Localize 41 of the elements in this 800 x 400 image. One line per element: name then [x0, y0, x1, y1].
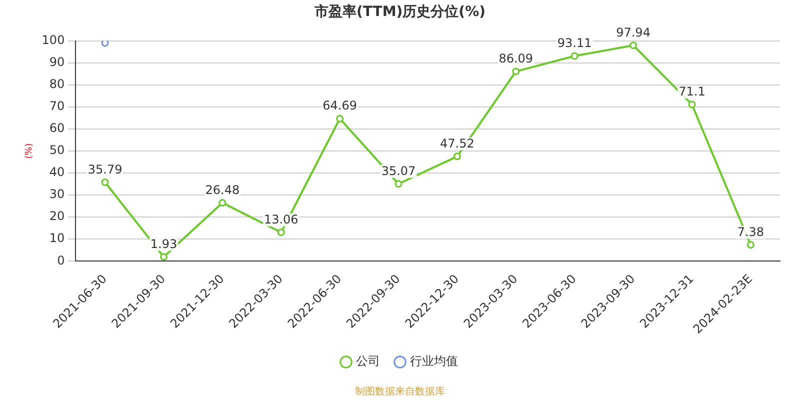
y-tick-label: 20	[49, 209, 65, 224]
point	[101, 40, 109, 47]
data-label: 13.06	[264, 212, 298, 226]
y-tick-label: 50	[49, 143, 65, 158]
data-label: 86.09	[498, 52, 534, 66]
point	[160, 253, 168, 261]
y-tick-label: 30	[49, 187, 65, 202]
point	[746, 241, 754, 249]
chart-title: 市盈率(TTM)历史分位(%)	[314, 3, 486, 20]
legend-label: 公司	[356, 354, 380, 368]
point	[218, 199, 226, 207]
y-tick-label: 100	[42, 32, 65, 47]
legend-label: 行业均值	[410, 354, 458, 368]
point	[101, 178, 109, 186]
point	[277, 228, 285, 236]
data-label: 93.11	[557, 36, 592, 50]
point	[336, 114, 344, 122]
point	[394, 180, 402, 188]
data-label: 71.1	[678, 84, 706, 99]
data-label: 64.69	[322, 98, 357, 113]
y-tick-label: 0	[57, 253, 65, 268]
y-tick-label: 60	[49, 121, 65, 136]
point	[453, 152, 461, 160]
point	[570, 52, 578, 60]
y-tick-label: 10	[49, 231, 65, 246]
text: 制图数据来自数据库	[355, 386, 445, 398]
data-label: 47.52	[440, 136, 474, 151]
data-label: 35.07	[381, 164, 416, 178]
data-label: 1.93	[150, 237, 178, 252]
data-label: 26.48	[205, 182, 240, 197]
data-label: 97.94	[616, 25, 650, 40]
point	[630, 42, 638, 50]
y-tick-label: 40	[49, 165, 65, 180]
y-tick-label: 70	[49, 99, 65, 114]
data-label: 7.38	[737, 225, 764, 240]
y-axis-title: (%)	[24, 143, 35, 159]
point	[688, 100, 696, 108]
point	[512, 68, 520, 76]
data-label: 35.79	[88, 162, 122, 176]
y-tick-label: 90	[49, 54, 65, 69]
y-tick-label: 80	[49, 76, 65, 91]
